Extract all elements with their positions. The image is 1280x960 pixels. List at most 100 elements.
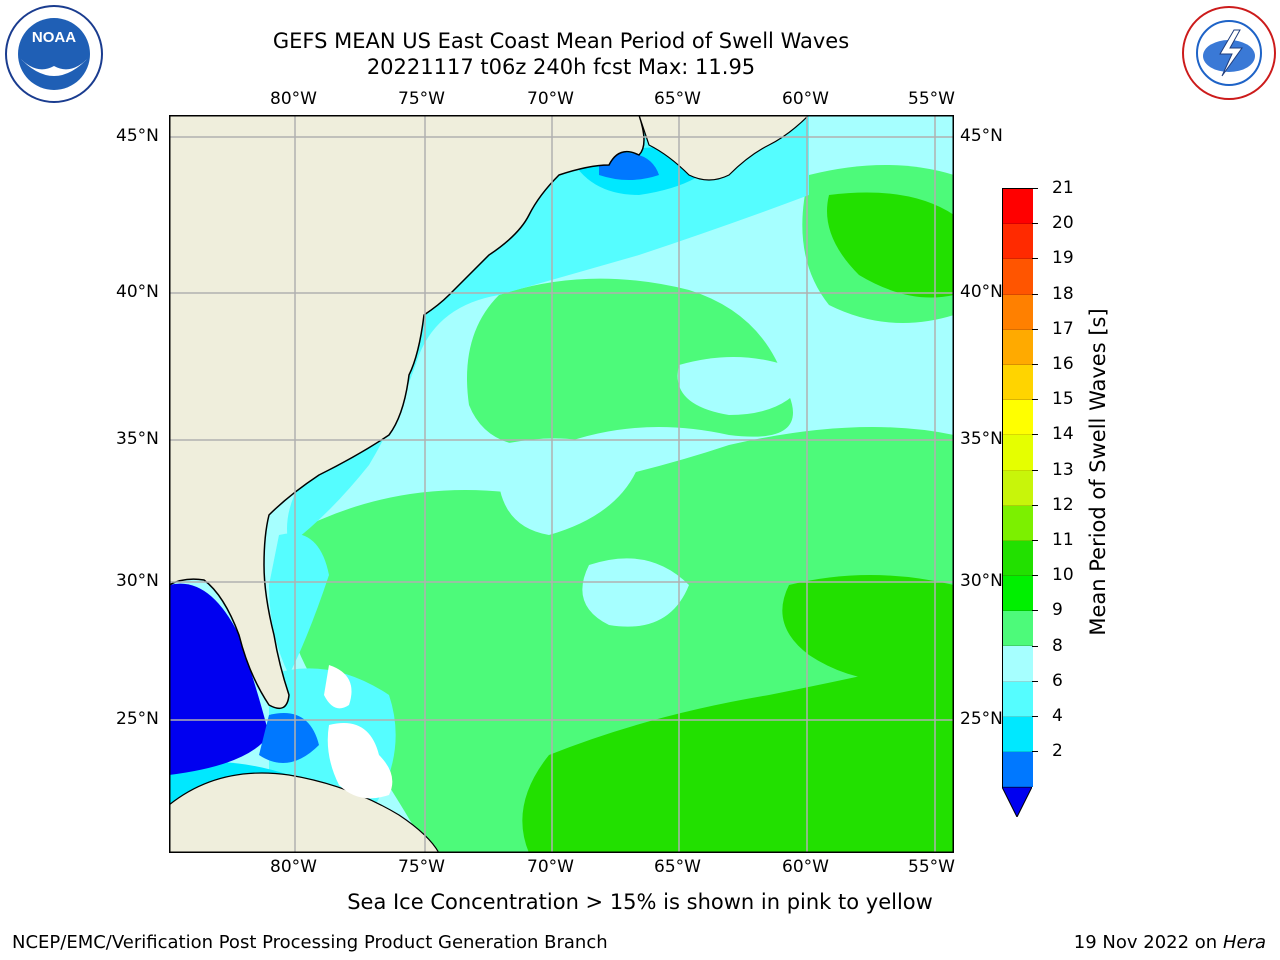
map-border	[169, 115, 954, 853]
lon-label-bottom: 60°W	[782, 857, 829, 877]
colorbar-segment	[1003, 329, 1033, 365]
swell-zone-7s	[269, 533, 329, 675]
nws-logo	[1180, 4, 1278, 102]
colorbar-segment	[1003, 646, 1033, 682]
noaa-logo-text: NOAA	[32, 29, 76, 46]
lon-label-bottom: 70°W	[527, 857, 574, 877]
swell-zone-10s	[782, 575, 954, 682]
colorbar-tick-label: 8	[1052, 635, 1063, 656]
colorbar-tick-mark	[1032, 751, 1038, 753]
colorbar-tick-mark	[1032, 610, 1038, 612]
colorbar-tick-mark	[1032, 258, 1038, 260]
colorbar-tick-mark	[1032, 645, 1038, 647]
credit-line: NCEP/EMC/Verification Post Processing Pr…	[12, 932, 608, 953]
swell-zone-10s	[522, 655, 954, 853]
colorbar-tick-label: 10	[1052, 565, 1074, 586]
colorbar-segment	[1003, 435, 1033, 471]
colorbar-tick-mark	[1032, 469, 1038, 471]
colorbar-segment	[1003, 752, 1033, 788]
lon-label-top: 70°W	[527, 89, 574, 109]
colorbar-segment	[1003, 224, 1033, 260]
ice-note-wrap: Sea Ice Concentration > 15% is shown in …	[0, 890, 1280, 914]
lat-label-left: 35°N	[116, 429, 159, 449]
colorbar-tick-mark	[1032, 223, 1038, 225]
lon-label-bottom: 55°W	[908, 857, 955, 877]
lat-label-right: 25°N	[960, 709, 1003, 729]
colorbar-tick-label: 11	[1052, 530, 1074, 550]
colorbar-tick-label: 6	[1052, 670, 1063, 691]
colorbar-tick-mark	[1032, 680, 1038, 682]
lon-label-top: 75°W	[398, 89, 445, 109]
run-date: 19 Nov 2022 on	[1073, 932, 1218, 953]
swell-zone-2s	[169, 583, 269, 775]
lon-label-bottom: 65°W	[654, 857, 701, 877]
swell-zone-8s	[582, 558, 689, 627]
colorbar-segment	[1003, 294, 1033, 330]
colorbar-tick-label: 16	[1052, 354, 1074, 374]
lon-label-bottom: 75°W	[398, 857, 445, 877]
swell-zone-8s	[497, 438, 639, 535]
colorbar-tick-label: 20	[1052, 213, 1074, 234]
run-date-line: 19 Nov 2022 on Hera	[1074, 932, 1266, 953]
colorbar-tick-label: 12	[1052, 494, 1074, 515]
colorbar-tick-mark	[1032, 504, 1038, 506]
colorbar-tick-mark	[1032, 540, 1038, 541]
lon-label-top: 60°W	[782, 89, 829, 109]
map-svg	[169, 115, 954, 853]
colorbar-segment	[1003, 576, 1033, 612]
colorbar-tick-mark	[1032, 328, 1038, 330]
bahamas-bank	[327, 723, 393, 799]
colorbar-segments	[1002, 188, 1033, 788]
swell-zone-3s	[599, 152, 659, 180]
bahamas-bank	[324, 665, 352, 709]
colorbar-tick-mark	[1032, 434, 1038, 436]
colorbar-tick-label: 18	[1052, 283, 1074, 304]
colorbar-segment	[1003, 364, 1033, 401]
lon-label-top: 65°W	[654, 89, 701, 109]
machine-name: Hera	[1222, 932, 1266, 953]
colorbar-tick-label: 4	[1052, 706, 1063, 726]
graticule	[169, 115, 954, 853]
colorbar-tick-label: 21	[1052, 178, 1074, 198]
swell-zone-8s	[677, 357, 809, 415]
colorbar-segment	[1003, 259, 1033, 295]
colorbar-tick-mark	[1032, 293, 1038, 295]
colorbar-tick-mark	[1032, 399, 1038, 401]
colorbar-segment	[1003, 611, 1033, 647]
colorbar-tick-mark	[1032, 188, 1038, 189]
chart-title: GEFS MEAN US East Coast Mean Period of S…	[272, 29, 850, 53]
colorbar-segment	[1003, 470, 1033, 506]
colorbar-segment	[1003, 400, 1033, 436]
colorbar-tick-label: 14	[1052, 424, 1074, 445]
colorbar-tick-mark	[1032, 575, 1038, 577]
colorbar	[1002, 188, 1033, 818]
colorbar-tick-label: 2	[1052, 741, 1063, 762]
lon-label-top: 55°W	[908, 89, 955, 109]
colorbar-tick-label: 17	[1052, 318, 1074, 339]
colorbar-tick-label: 19	[1052, 248, 1074, 269]
lon-label-bottom: 80°W	[270, 857, 317, 877]
maritimes-landmass	[638, 115, 810, 181]
cuba-landmass	[169, 772, 440, 853]
lat-label-left: 45°N	[116, 126, 159, 146]
lat-label-right: 40°N	[960, 282, 1003, 302]
lat-label-right: 30°N	[960, 571, 1003, 591]
colorbar-label: Mean Period of Swell Waves [s]	[1086, 308, 1110, 636]
sea-ice-note: Sea Ice Concentration > 15% is shown in …	[347, 890, 933, 914]
lat-label-left: 30°N	[116, 571, 159, 591]
colorbar-tick-label: 15	[1052, 389, 1074, 410]
colorbar-ticks: 21 20 19 18 17 16 15 14 13 12 11 10 9 8 6 4 2	[1032, 178, 1085, 778]
colorbar-tick-mark	[1032, 716, 1038, 717]
lat-label-left: 25°N	[116, 709, 159, 729]
colorbar-segment	[1003, 189, 1033, 225]
chart-subtitle: 20221117 t06z 240h fcst Max: 11.95	[366, 55, 756, 79]
map-panel	[169, 115, 954, 853]
colorbar-extend-arrow	[1002, 787, 1032, 818]
colorbar-segment	[1003, 716, 1033, 752]
lat-label-left: 40°N	[116, 282, 159, 302]
swell-zone-3s	[259, 713, 319, 763]
colorbar-tick-label: 13	[1052, 459, 1074, 480]
noaa-logo: NOAA	[4, 4, 104, 104]
lat-label-right: 45°N	[960, 126, 1003, 146]
colorbar-segment	[1003, 540, 1033, 577]
